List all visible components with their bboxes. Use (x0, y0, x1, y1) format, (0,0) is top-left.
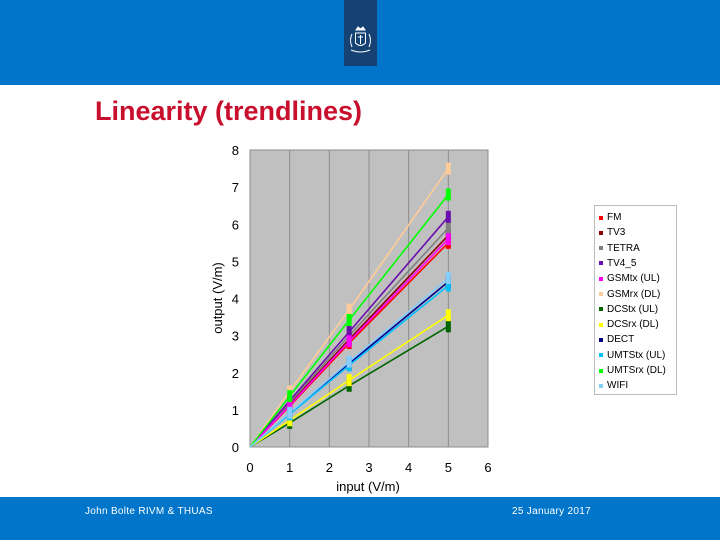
legend-swatch (599, 307, 603, 312)
legend-item: TETRA (599, 241, 640, 256)
y-tick-label: 6 (232, 217, 239, 232)
y-axis-ticks: 0 1 2 3 4 5 6 7 8 (232, 143, 239, 455)
series-line (249, 314, 449, 448)
data-point (346, 303, 352, 316)
slide-title: Linearity (trendlines) (95, 96, 363, 126)
series-line (249, 277, 449, 448)
y-axis-label: output (V/m) (210, 262, 225, 334)
legend-swatch (599, 261, 603, 266)
legend-label: DCStx (UL) (607, 303, 659, 315)
x-tick-label: 4 (405, 460, 412, 475)
legend-item: DECT (599, 332, 634, 347)
y-tick-label: 3 (232, 329, 239, 344)
y-tick-label: 4 (232, 292, 239, 307)
x-tick-label: 1 (286, 460, 293, 475)
legend-swatch (599, 383, 603, 388)
chart-legend: FM TV3 TETRA TV4_5 GSMtx (UL) GSMrx (DL) DCStx… (594, 205, 677, 395)
legend-label: TV4_5 (607, 257, 637, 269)
data-point (445, 272, 451, 285)
x-axis-label: input (V/m) (336, 479, 400, 494)
legend-label: DCSrx (DL) (607, 319, 659, 331)
linearity-chart: 0 1 2 3 4 5 6 0 1 2 3 4 5 6 7 8 input (V/m) output (V/… (210, 143, 492, 494)
legend-swatch (599, 292, 603, 296)
data-point (445, 233, 451, 246)
data-point (287, 399, 293, 412)
data-point (346, 374, 352, 387)
top-banner (0, 0, 720, 85)
legend-label: UMTStx (UL) (607, 349, 666, 361)
data-point (445, 309, 451, 322)
data-point (445, 188, 451, 201)
legend-swatch (599, 246, 603, 251)
x-tick-label: 0 (246, 460, 253, 475)
data-point (346, 335, 352, 348)
data-point (445, 279, 451, 292)
data-point (445, 221, 451, 234)
legend-item: DCStx (UL) (599, 302, 658, 317)
legend-label: UMTSrx (DL) (607, 365, 666, 376)
legend-swatch (599, 368, 603, 373)
legend-item: DCSrx (DL) (599, 317, 659, 332)
footer-author: John Bolte RIVM & THUAS (85, 506, 213, 517)
legend-label: GSMtx (UL) (607, 273, 660, 285)
legend-item: GSMrx (DL) (599, 287, 660, 302)
data-point (346, 314, 352, 327)
legend-swatch (599, 230, 603, 235)
footer-date: 25 January 2017 (512, 506, 592, 517)
x-tick-label: 5 (445, 460, 452, 475)
data-point (346, 325, 352, 338)
data-point (445, 210, 451, 223)
legend-label: FM (607, 212, 622, 223)
legend-item: UMTStx (UL) (599, 348, 665, 363)
legend-swatch (599, 337, 603, 342)
footer-bar (0, 497, 720, 540)
emblem-box (344, 0, 377, 66)
x-tick-label: 3 (365, 460, 372, 475)
legend-label: DECT (607, 334, 635, 346)
legend-item: WIFI (599, 378, 628, 393)
legend-swatch (599, 276, 603, 281)
series-points (287, 162, 451, 429)
y-tick-label: 8 (232, 143, 239, 158)
legend-label: TETRA (607, 242, 640, 254)
y-tick-label: 2 (232, 366, 239, 381)
x-tick-label: 2 (326, 460, 333, 475)
y-tick-label: 5 (232, 254, 239, 269)
data-point (287, 390, 293, 403)
series-line (249, 168, 449, 448)
legend-label: GSMrx (DL) (607, 288, 661, 300)
y-tick-label: 7 (232, 180, 239, 195)
legend-item: TV4_5 (599, 256, 636, 271)
series-lines (249, 168, 449, 448)
legend-swatch (599, 215, 603, 220)
legend-item: FM (599, 210, 621, 225)
x-axis-ticks: 0 1 2 3 4 5 6 (246, 460, 491, 475)
legend-swatch (599, 353, 603, 358)
legend-item: TV3 (599, 225, 625, 240)
data-point (445, 320, 451, 333)
legend-item: GSMtx (UL) (599, 271, 660, 286)
legend-item: UMTSrx (DL) (599, 363, 666, 378)
coat-of-arms-icon (350, 26, 371, 53)
series-line (249, 325, 449, 448)
series-line (249, 216, 449, 448)
legend-label: TV3 (607, 227, 626, 239)
x-tick-label: 6 (484, 460, 491, 475)
y-tick-label: 1 (232, 403, 239, 418)
data-point (346, 355, 352, 368)
data-point (287, 406, 293, 419)
series-line (249, 238, 449, 448)
legend-label: WIFI (607, 380, 629, 392)
series-line (249, 194, 449, 448)
y-tick-label: 0 (232, 440, 239, 455)
legend-swatch (599, 322, 603, 327)
data-point (445, 162, 451, 175)
